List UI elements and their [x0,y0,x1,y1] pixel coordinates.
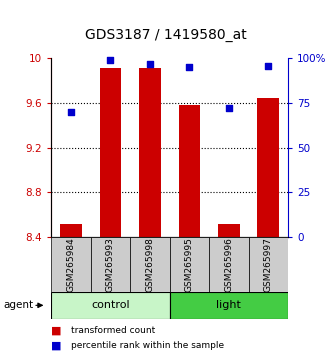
Bar [139,68,161,237]
Text: ■: ■ [51,326,62,336]
Bar [258,97,279,237]
Bar [249,237,288,292]
Bar [218,224,240,237]
Text: GSM265996: GSM265996 [224,237,233,292]
Bar [130,237,169,292]
Text: GSM265995: GSM265995 [185,237,194,292]
Point [108,57,113,63]
Point [187,64,192,70]
Text: percentile rank within the sample: percentile rank within the sample [71,341,224,350]
Text: transformed count: transformed count [71,326,156,336]
Bar [178,105,200,237]
Text: light: light [216,300,241,310]
Bar [100,68,121,237]
Text: agent: agent [3,300,33,310]
Text: GSM265998: GSM265998 [145,237,155,292]
Bar [169,292,288,319]
Text: control: control [91,300,130,310]
Bar [51,237,91,292]
Bar [209,237,249,292]
Point [69,109,74,115]
Bar [60,224,82,237]
Bar [169,237,209,292]
Text: GSM265997: GSM265997 [264,237,273,292]
Bar [91,237,130,292]
Text: ■: ■ [51,340,62,350]
Point [265,63,271,68]
Text: GDS3187 / 1419580_at: GDS3187 / 1419580_at [85,28,246,42]
Point [147,61,153,67]
Bar [51,292,169,319]
Text: GSM265984: GSM265984 [67,237,75,292]
Point [226,105,231,111]
Text: GSM265993: GSM265993 [106,237,115,292]
